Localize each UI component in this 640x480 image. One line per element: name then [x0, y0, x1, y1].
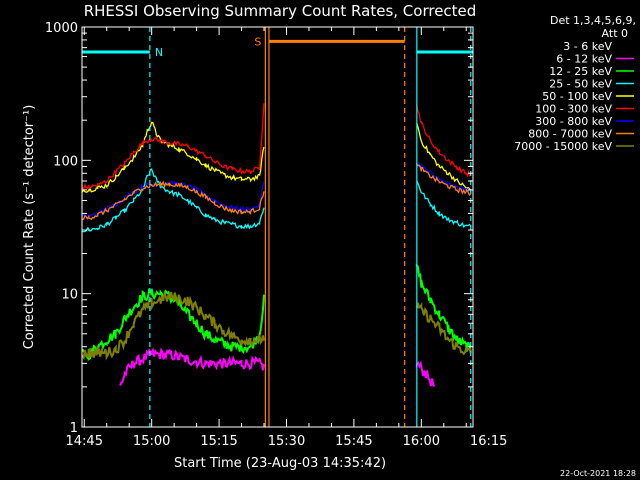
y-tick-label-2: 10: [61, 288, 78, 303]
legend-header-line-2: Att 0: [602, 27, 628, 40]
series-line-8: [82, 162, 472, 221]
annotation-layer: NS: [82, 27, 473, 427]
legend-label-2: 6 - 12 keV: [556, 53, 612, 66]
x-axis-label: Start Time (23-Aug-03 14:35:42): [174, 456, 386, 471]
x-tick-label-1: 14:45: [66, 434, 103, 449]
axis-layer: 1 10 100 1000 14:45 15:00 15:15 15:30 15:45 16:00…: [45, 21, 508, 449]
annotation-label-1: N: [155, 46, 163, 59]
plot-frame: [81, 26, 474, 428]
legend-label-7: 300 - 800 keV: [535, 115, 612, 128]
legend-label-5: 50 - 100 keV: [542, 90, 612, 103]
y-tick-label-1: 1: [70, 421, 78, 436]
series-line-7: [82, 162, 472, 220]
x-tick-label-2: 15:00: [133, 434, 170, 449]
x-tick-label-7: 16:15: [470, 434, 507, 449]
series-line-9: [81, 289, 472, 361]
series-layer: [81, 103, 472, 395]
series-line-4: [82, 168, 472, 233]
chart-title: RHESSI Observing Summary Count Rates, Co…: [84, 2, 477, 20]
legend-label-9: 7000 - 15000 keV: [514, 140, 612, 153]
series-line-5: [81, 121, 472, 193]
legend-label-4: 25 - 50 keV: [549, 78, 612, 91]
x-tick-label-6: 16:00: [403, 434, 440, 449]
legend-label-8: 800 - 7000 keV: [528, 128, 612, 141]
series-line-6: [81, 103, 472, 191]
x-tick-label-4: 15:30: [268, 434, 305, 449]
annotation-label-6: S: [254, 35, 261, 48]
legend-label-3: 12 - 25 keV: [549, 65, 612, 78]
legend-label-1: 3 - 6 keV: [563, 40, 612, 53]
y-tick-label-3: 100: [53, 154, 78, 169]
x-tick-label-5: 15:45: [335, 434, 372, 449]
y-axis-label: Corrected Count Rate (s⁻¹ detector⁻¹): [22, 105, 37, 350]
legend-label-6: 100 - 300 keV: [535, 103, 612, 116]
legend-header-line-1: Det 1,3,4,5,6,9,: [550, 14, 636, 27]
date-stamp: 22-Oct-2021 18:28: [560, 469, 636, 478]
series-line-2: [119, 347, 435, 387]
x-tick-label-3: 15:15: [200, 434, 237, 449]
y-tick-label-4: 1000: [45, 21, 78, 36]
